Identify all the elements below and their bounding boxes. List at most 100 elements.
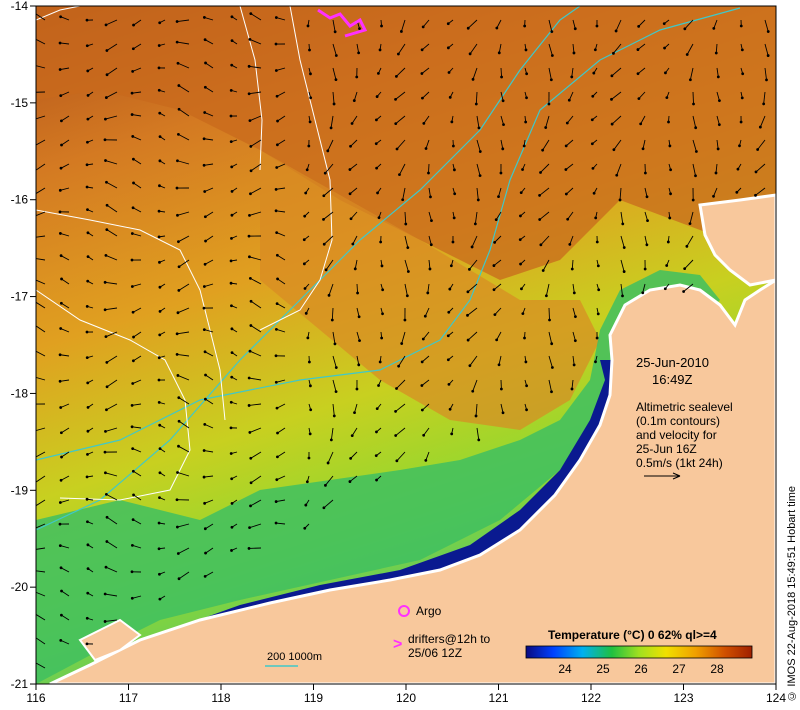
velocity-arrow-head xyxy=(202,137,206,141)
velocity-arrow xyxy=(277,278,286,285)
velocity-arrow xyxy=(545,283,550,296)
velocity-arrow xyxy=(177,375,190,381)
velocity-arrow-head xyxy=(494,218,498,222)
velocity-arrow xyxy=(36,211,46,217)
velocity-arrow-head xyxy=(58,232,62,235)
velocity-arrow xyxy=(36,475,46,483)
velocity-arrow xyxy=(637,67,646,75)
velocity-arrow xyxy=(249,427,262,433)
velocity-arrow xyxy=(132,207,142,213)
velocity-arrow xyxy=(36,115,46,120)
velocity-arrow-head xyxy=(86,591,90,595)
velocity-arrow-head xyxy=(203,38,207,42)
velocity-arrow xyxy=(105,281,118,285)
velocity-arrow-head xyxy=(592,191,596,195)
velocity-arrow-head xyxy=(766,54,770,57)
velocity-arrow-head xyxy=(104,471,107,475)
velocity-arrow xyxy=(498,187,502,197)
velocity-arrow xyxy=(204,423,214,429)
velocity-arrow xyxy=(684,19,694,30)
velocity-arrow-head xyxy=(685,53,689,56)
warm-mid-region xyxy=(260,150,600,430)
velocity-arrow xyxy=(105,254,118,261)
velocity-arrow-head xyxy=(424,459,428,462)
velocity-arrow xyxy=(177,41,190,45)
velocity-arrow-head xyxy=(547,102,551,106)
velocity-arrow xyxy=(277,451,286,458)
velocity-arrow-head xyxy=(176,311,180,315)
velocity-arrow xyxy=(36,427,46,432)
velocity-arrow-head xyxy=(131,382,135,385)
velocity-arrow xyxy=(356,331,360,341)
velocity-arrow xyxy=(615,19,622,32)
velocity-arrow-head xyxy=(591,167,595,170)
velocity-arrow-head xyxy=(573,339,577,343)
velocity-arrow-head xyxy=(157,547,161,551)
velocity-arrow-head xyxy=(158,159,162,163)
velocity-arrow-head xyxy=(130,91,134,95)
velocity-arrow-head xyxy=(230,327,234,331)
velocity-arrow-head xyxy=(766,30,770,33)
velocity-arrow-head xyxy=(499,387,503,391)
velocity-arrow-head xyxy=(203,215,207,219)
velocity-arrow-head xyxy=(249,144,253,148)
velocity-arrow-head xyxy=(177,444,180,448)
velocity-arrow-head xyxy=(230,525,234,529)
velocity-arrow xyxy=(404,259,409,272)
velocity-arrow xyxy=(177,160,190,165)
velocity-arrow-head xyxy=(230,39,234,43)
velocity-arrow-head xyxy=(248,213,251,217)
velocity-arrow-head xyxy=(394,122,398,126)
velocity-arrow-head xyxy=(741,72,745,76)
velocity-arrow-head xyxy=(334,366,338,369)
velocity-arrow-head xyxy=(177,240,180,244)
velocity-arrow-head xyxy=(247,376,251,380)
velocity-arrow-head xyxy=(327,293,331,297)
velocity-arrow xyxy=(132,67,142,72)
velocity-arrow xyxy=(611,91,622,100)
velocity-arrow-head xyxy=(738,144,741,148)
velocity-arrow-head xyxy=(104,429,107,433)
velocity-arrow xyxy=(689,67,694,80)
velocity-arrow-head xyxy=(249,456,253,460)
velocity-arrow-head xyxy=(525,96,528,100)
velocity-arrow-head xyxy=(499,171,503,175)
velocity-arrow-head xyxy=(641,147,645,151)
australia-land xyxy=(49,278,776,684)
velocity-arrow xyxy=(133,158,142,165)
velocity-arrow-head xyxy=(466,26,470,30)
velocity-arrow-head xyxy=(304,503,308,507)
velocity-arrow xyxy=(61,590,70,597)
velocity-arrow-head xyxy=(324,483,327,487)
velocity-arrow-head xyxy=(595,240,599,244)
velocity-arrow-head xyxy=(203,111,207,114)
velocity-arrow-head xyxy=(32,215,35,218)
velocity-arrow xyxy=(350,211,358,220)
sealevel-contour-3 xyxy=(36,209,226,421)
velocity-arrow-head xyxy=(177,107,181,111)
velocity-arrow xyxy=(60,545,70,549)
velocity-arrow xyxy=(692,115,697,128)
velocity-arrow-head xyxy=(130,543,134,547)
velocity-arrow-head xyxy=(323,171,327,175)
velocity-arrow-head xyxy=(158,423,162,427)
velocity-arrow-head xyxy=(523,24,527,28)
velocity-arrow-head xyxy=(274,500,278,503)
velocity-arrow-head xyxy=(158,333,162,337)
velocity-arrow-head xyxy=(570,267,574,271)
velocity-arrow-head xyxy=(694,126,698,130)
velocity-arrow-head xyxy=(596,312,600,316)
velocity-arrow xyxy=(60,163,70,169)
velocity-arrow-head xyxy=(375,166,379,170)
velocity-arrow-head xyxy=(303,526,307,530)
velocity-arrow-head xyxy=(274,354,278,358)
lon-tick-label: 117 xyxy=(119,691,138,705)
velocity-arrow xyxy=(36,637,46,645)
velocity-arrow xyxy=(572,307,576,317)
velocity-arrow xyxy=(61,302,70,309)
velocity-arrow xyxy=(323,235,334,245)
velocity-arrow xyxy=(276,163,286,168)
velocity-arrow-head xyxy=(104,117,107,121)
velocity-arrow-head xyxy=(492,264,496,267)
velocity-arrow-head xyxy=(758,125,762,129)
